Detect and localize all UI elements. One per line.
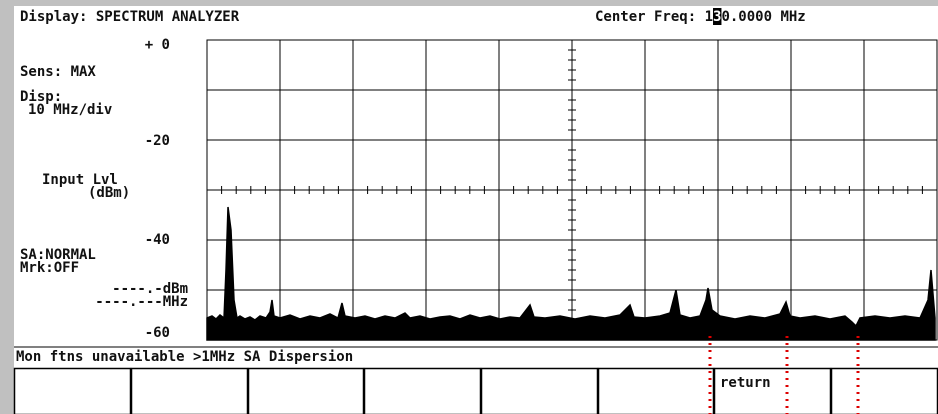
status-message: Mon ftns unavailable >1MHz SA Dispersion xyxy=(16,349,353,365)
softkey xyxy=(480,367,599,414)
cursor xyxy=(713,8,722,25)
marker-mhz: ----.---MHz xyxy=(95,294,188,310)
level-label: -60 xyxy=(145,325,170,341)
softkey-row xyxy=(13,367,938,414)
center-freq-cursor: 3 xyxy=(713,9,721,25)
annotation-lines xyxy=(708,336,860,414)
softkey xyxy=(713,367,832,414)
input-level-units: (dBm) xyxy=(88,185,130,201)
center-freq-prefix: Center Freq: 1 xyxy=(595,9,713,25)
display-area xyxy=(14,6,938,414)
display-mode: Display: SPECTRUM ANALYZER xyxy=(20,9,240,25)
center-freq-suffix: 0.0000 MHz xyxy=(721,9,805,25)
level-label: -40 xyxy=(145,232,170,248)
softkey-label: return xyxy=(720,375,771,391)
softkey xyxy=(130,367,249,414)
marker-dbm: ----.-dBm xyxy=(112,281,188,297)
level-label: -20 xyxy=(145,133,170,149)
spectrum-trace xyxy=(206,206,936,341)
softkey xyxy=(597,367,715,414)
level-label: + 0 xyxy=(145,37,170,53)
input-level-label: Input Lvl xyxy=(42,172,118,188)
dispersion-label: Disp: xyxy=(20,89,62,105)
center-freq: Center Freq: 130.0000 MHz xyxy=(595,9,806,25)
softkey xyxy=(13,367,132,414)
marker-state: Mrk:OFF xyxy=(20,260,79,276)
sensitivity: Sens: MAX xyxy=(20,64,96,80)
dispersion-value: 10 MHz/div xyxy=(28,102,112,118)
softkey xyxy=(247,367,365,414)
graticule xyxy=(206,39,938,341)
sa-mode: SA:NORMAL xyxy=(20,247,96,263)
softkey xyxy=(830,367,938,414)
softkey xyxy=(363,367,482,414)
